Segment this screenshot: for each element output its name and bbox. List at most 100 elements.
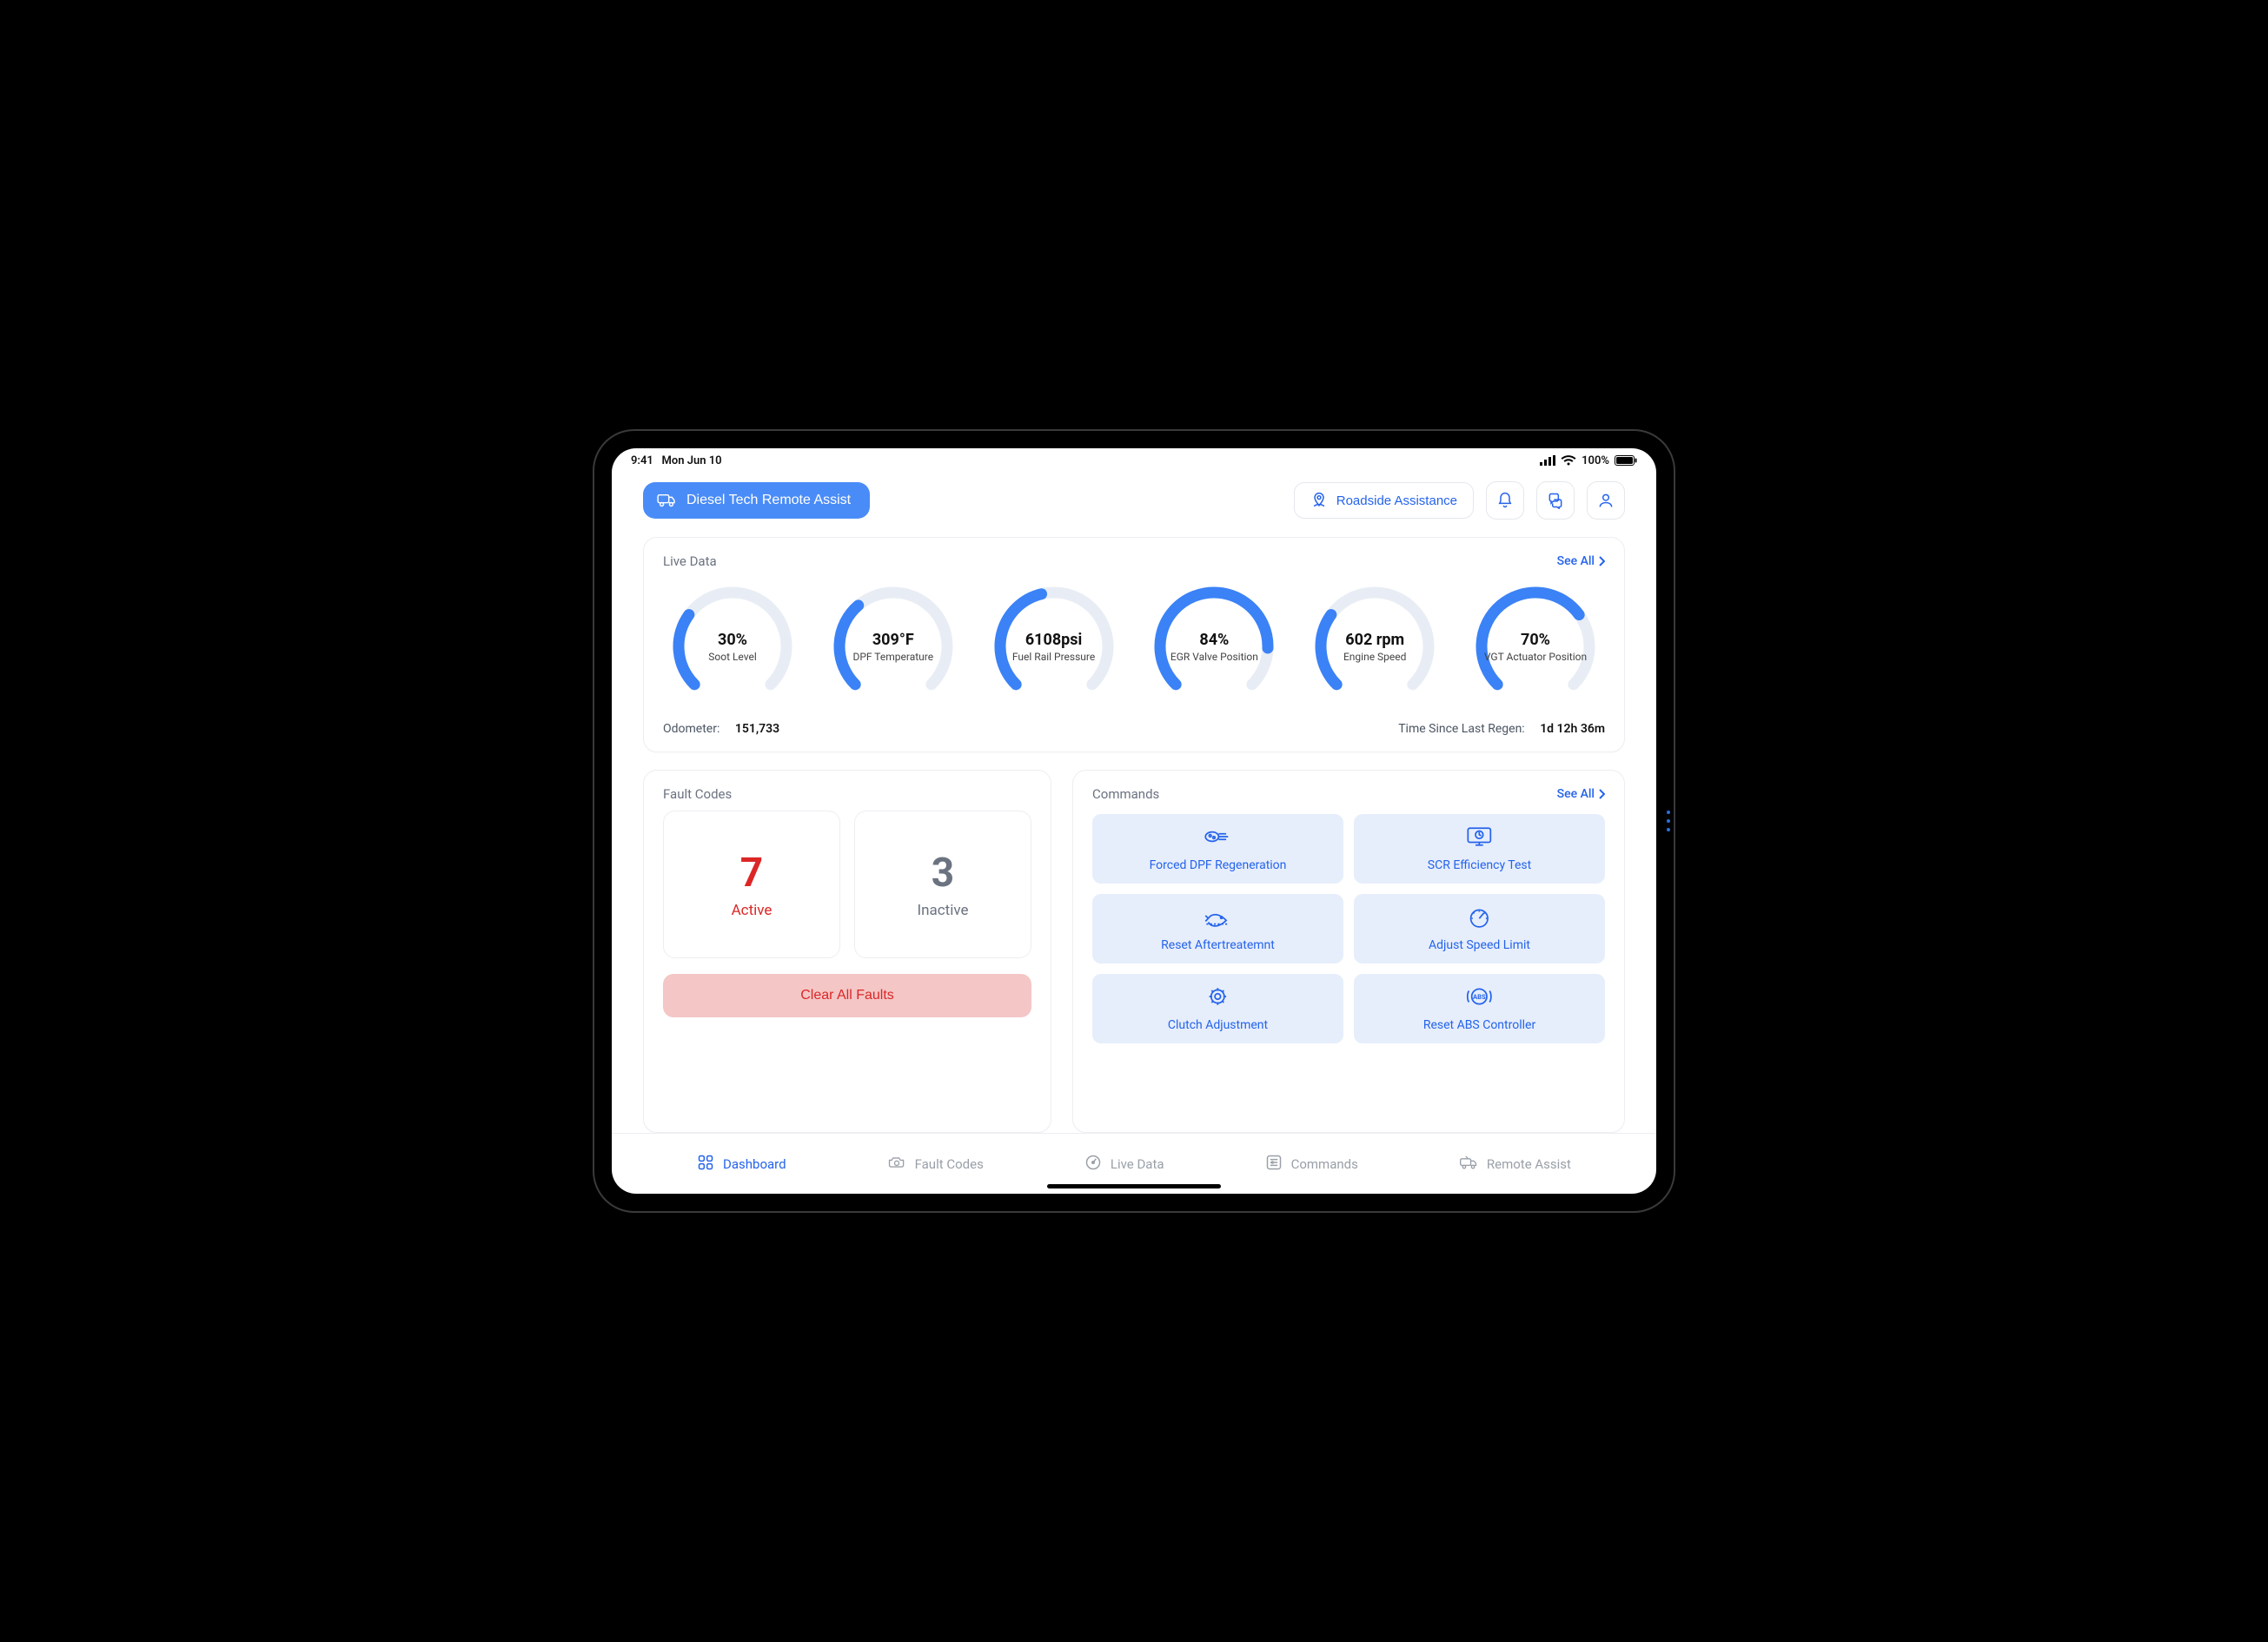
app-header: Diesel Tech Remote Assist Roadside Assis… [643,481,1625,520]
content-area: Diesel Tech Remote Assist Roadside Assis… [612,473,1656,1133]
gauge[interactable]: 84% EGR Valve Position [1144,581,1283,712]
command-label: Forced DPF Regeneration [1150,858,1287,872]
gauge[interactable]: 602 rpm Engine Speed [1305,581,1444,712]
live-data-see-all[interactable]: See All [1557,554,1605,568]
gauge-ring [989,581,1119,712]
gauge[interactable]: 6108psi Fuel Rail Pressure [985,581,1124,712]
fault-codes-title: Fault Codes [663,786,1031,802]
command-button[interactable]: Adjust Speed Limit [1354,894,1605,963]
command-button[interactable]: SCR Efficiency Test [1354,814,1605,884]
battery-icon [1615,455,1637,466]
cellular-icon [1540,455,1555,466]
command-label: Reset Aftertreatemnt [1161,938,1275,952]
inactive-fault-label: Inactive [918,902,969,919]
status-left: 9:41 Mon Jun 10 [631,454,722,467]
command-icon [1203,985,1233,1011]
active-fault-count: 7 [740,850,763,897]
command-icon [1203,825,1233,851]
nav-label: Commands [1291,1156,1358,1172]
status-date: Mon Jun 10 [662,454,722,467]
nav-label: Fault Codes [915,1156,984,1172]
status-bar: 9:41 Mon Jun 10 100% [612,448,1656,473]
gauge-ring [667,581,798,712]
truck-icon [657,493,676,508]
roadside-assistance-button[interactable]: Roadside Assistance [1294,482,1474,519]
status-time: 9:41 [631,454,653,467]
commands-grid: Forced DPF Regeneration SCR Efficiency T… [1092,814,1605,1043]
odometer-label: Odometer: [663,722,720,736]
home-indicator [1047,1184,1221,1188]
command-icon: ABS [1464,985,1495,1011]
inactive-faults-box[interactable]: 3 Inactive [854,811,1031,958]
lower-row: Fault Codes 7 Active 3 Inactive Clear Al… [643,770,1625,1133]
fault-codes-card: Fault Codes 7 Active 3 Inactive Clear Al… [643,770,1051,1133]
nav-item-live-data[interactable]: Live Data [1084,1154,1164,1175]
chat-button[interactable] [1536,481,1575,520]
gauge-ring [828,581,958,712]
nav-icon [1084,1154,1102,1175]
live-data-title: Live Data [663,553,717,569]
command-button[interactable]: Clutch Adjustment [1092,974,1343,1043]
see-all-label: See All [1557,554,1595,568]
command-label: Reset ABS Controller [1423,1018,1535,1032]
active-fault-label: Active [732,902,773,919]
notifications-button[interactable] [1486,481,1524,520]
chevron-right-icon [1598,556,1605,566]
gauge-ring [1470,581,1601,712]
header-actions: Roadside Assistance [1294,481,1625,520]
bell-icon [1496,492,1514,509]
brand-button[interactable]: Diesel Tech Remote Assist [643,482,870,519]
chevron-right-icon [1598,789,1605,799]
active-faults-box[interactable]: 7 Active [663,811,840,958]
gauge[interactable]: 70% VGT Actuator Position [1466,581,1605,712]
clear-all-faults-button[interactable]: Clear All Faults [663,974,1031,1017]
command-button[interactable]: Forced DPF Regeneration [1092,814,1343,884]
battery-percent: 100% [1582,454,1609,467]
regen-label: Time Since Last Regen: [1398,722,1525,736]
gauge-ring [1310,581,1440,712]
nav-label: Dashboard [723,1156,786,1172]
roadside-label: Roadside Assistance [1336,493,1457,508]
regen-time: Time Since Last Regen: 1d 12h 36m [1398,722,1605,736]
nav-icon [1265,1154,1283,1175]
command-label: Clutch Adjustment [1168,1018,1268,1032]
nav-item-dashboard[interactable]: Dashboard [697,1154,786,1175]
command-button[interactable]: ABS Reset ABS Controller [1354,974,1605,1043]
nav-icon [887,1154,906,1175]
regen-value: 1d 12h 36m [1540,722,1605,736]
chat-icon [1547,492,1564,509]
odometer: Odometer: 151,733 [663,722,779,736]
tablet-frame: 9:41 Mon Jun 10 100% Diesel Tech Remote … [593,429,1675,1213]
brand-label: Diesel Tech Remote Assist [686,493,851,508]
nav-item-fault-codes[interactable]: Fault Codes [887,1154,984,1175]
nav-label: Live Data [1111,1156,1164,1172]
live-data-card: Live Data See All 30% Soot Level [643,537,1625,752]
gauge[interactable]: 30% Soot Level [663,581,802,712]
nav-item-remote-assist[interactable]: Remote Assist [1459,1154,1571,1175]
command-icon [1464,905,1495,931]
commands-see-all[interactable]: See All [1557,787,1605,801]
command-label: SCR Efficiency Test [1428,858,1531,872]
wifi-icon [1561,455,1576,466]
svg-text:ABS: ABS [1473,993,1486,1001]
gauges-row: 30% Soot Level 309°F DPF Temperature 610… [663,581,1605,712]
profile-button[interactable] [1587,481,1625,520]
bottom-nav: Dashboard Fault Codes Live Data Commands… [612,1133,1656,1194]
nav-item-commands[interactable]: Commands [1265,1154,1358,1175]
command-icon [1464,825,1495,851]
inactive-fault-count: 3 [932,850,954,897]
command-icon [1203,905,1233,931]
see-all-label: See All [1557,787,1595,801]
gauge-ring [1149,581,1279,712]
frame-speaker-dots [1667,811,1670,831]
user-icon [1597,492,1615,509]
gauge[interactable]: 309°F DPF Temperature [824,581,963,712]
command-label: Adjust Speed Limit [1429,938,1530,952]
status-right: 100% [1540,454,1637,467]
nav-icon [1459,1154,1478,1175]
odometer-value: 151,733 [735,722,779,736]
command-button[interactable]: Reset Aftertreatemnt [1092,894,1343,963]
screen: 9:41 Mon Jun 10 100% Diesel Tech Remote … [612,448,1656,1194]
commands-title: Commands [1092,786,1159,802]
nav-label: Remote Assist [1487,1156,1571,1172]
